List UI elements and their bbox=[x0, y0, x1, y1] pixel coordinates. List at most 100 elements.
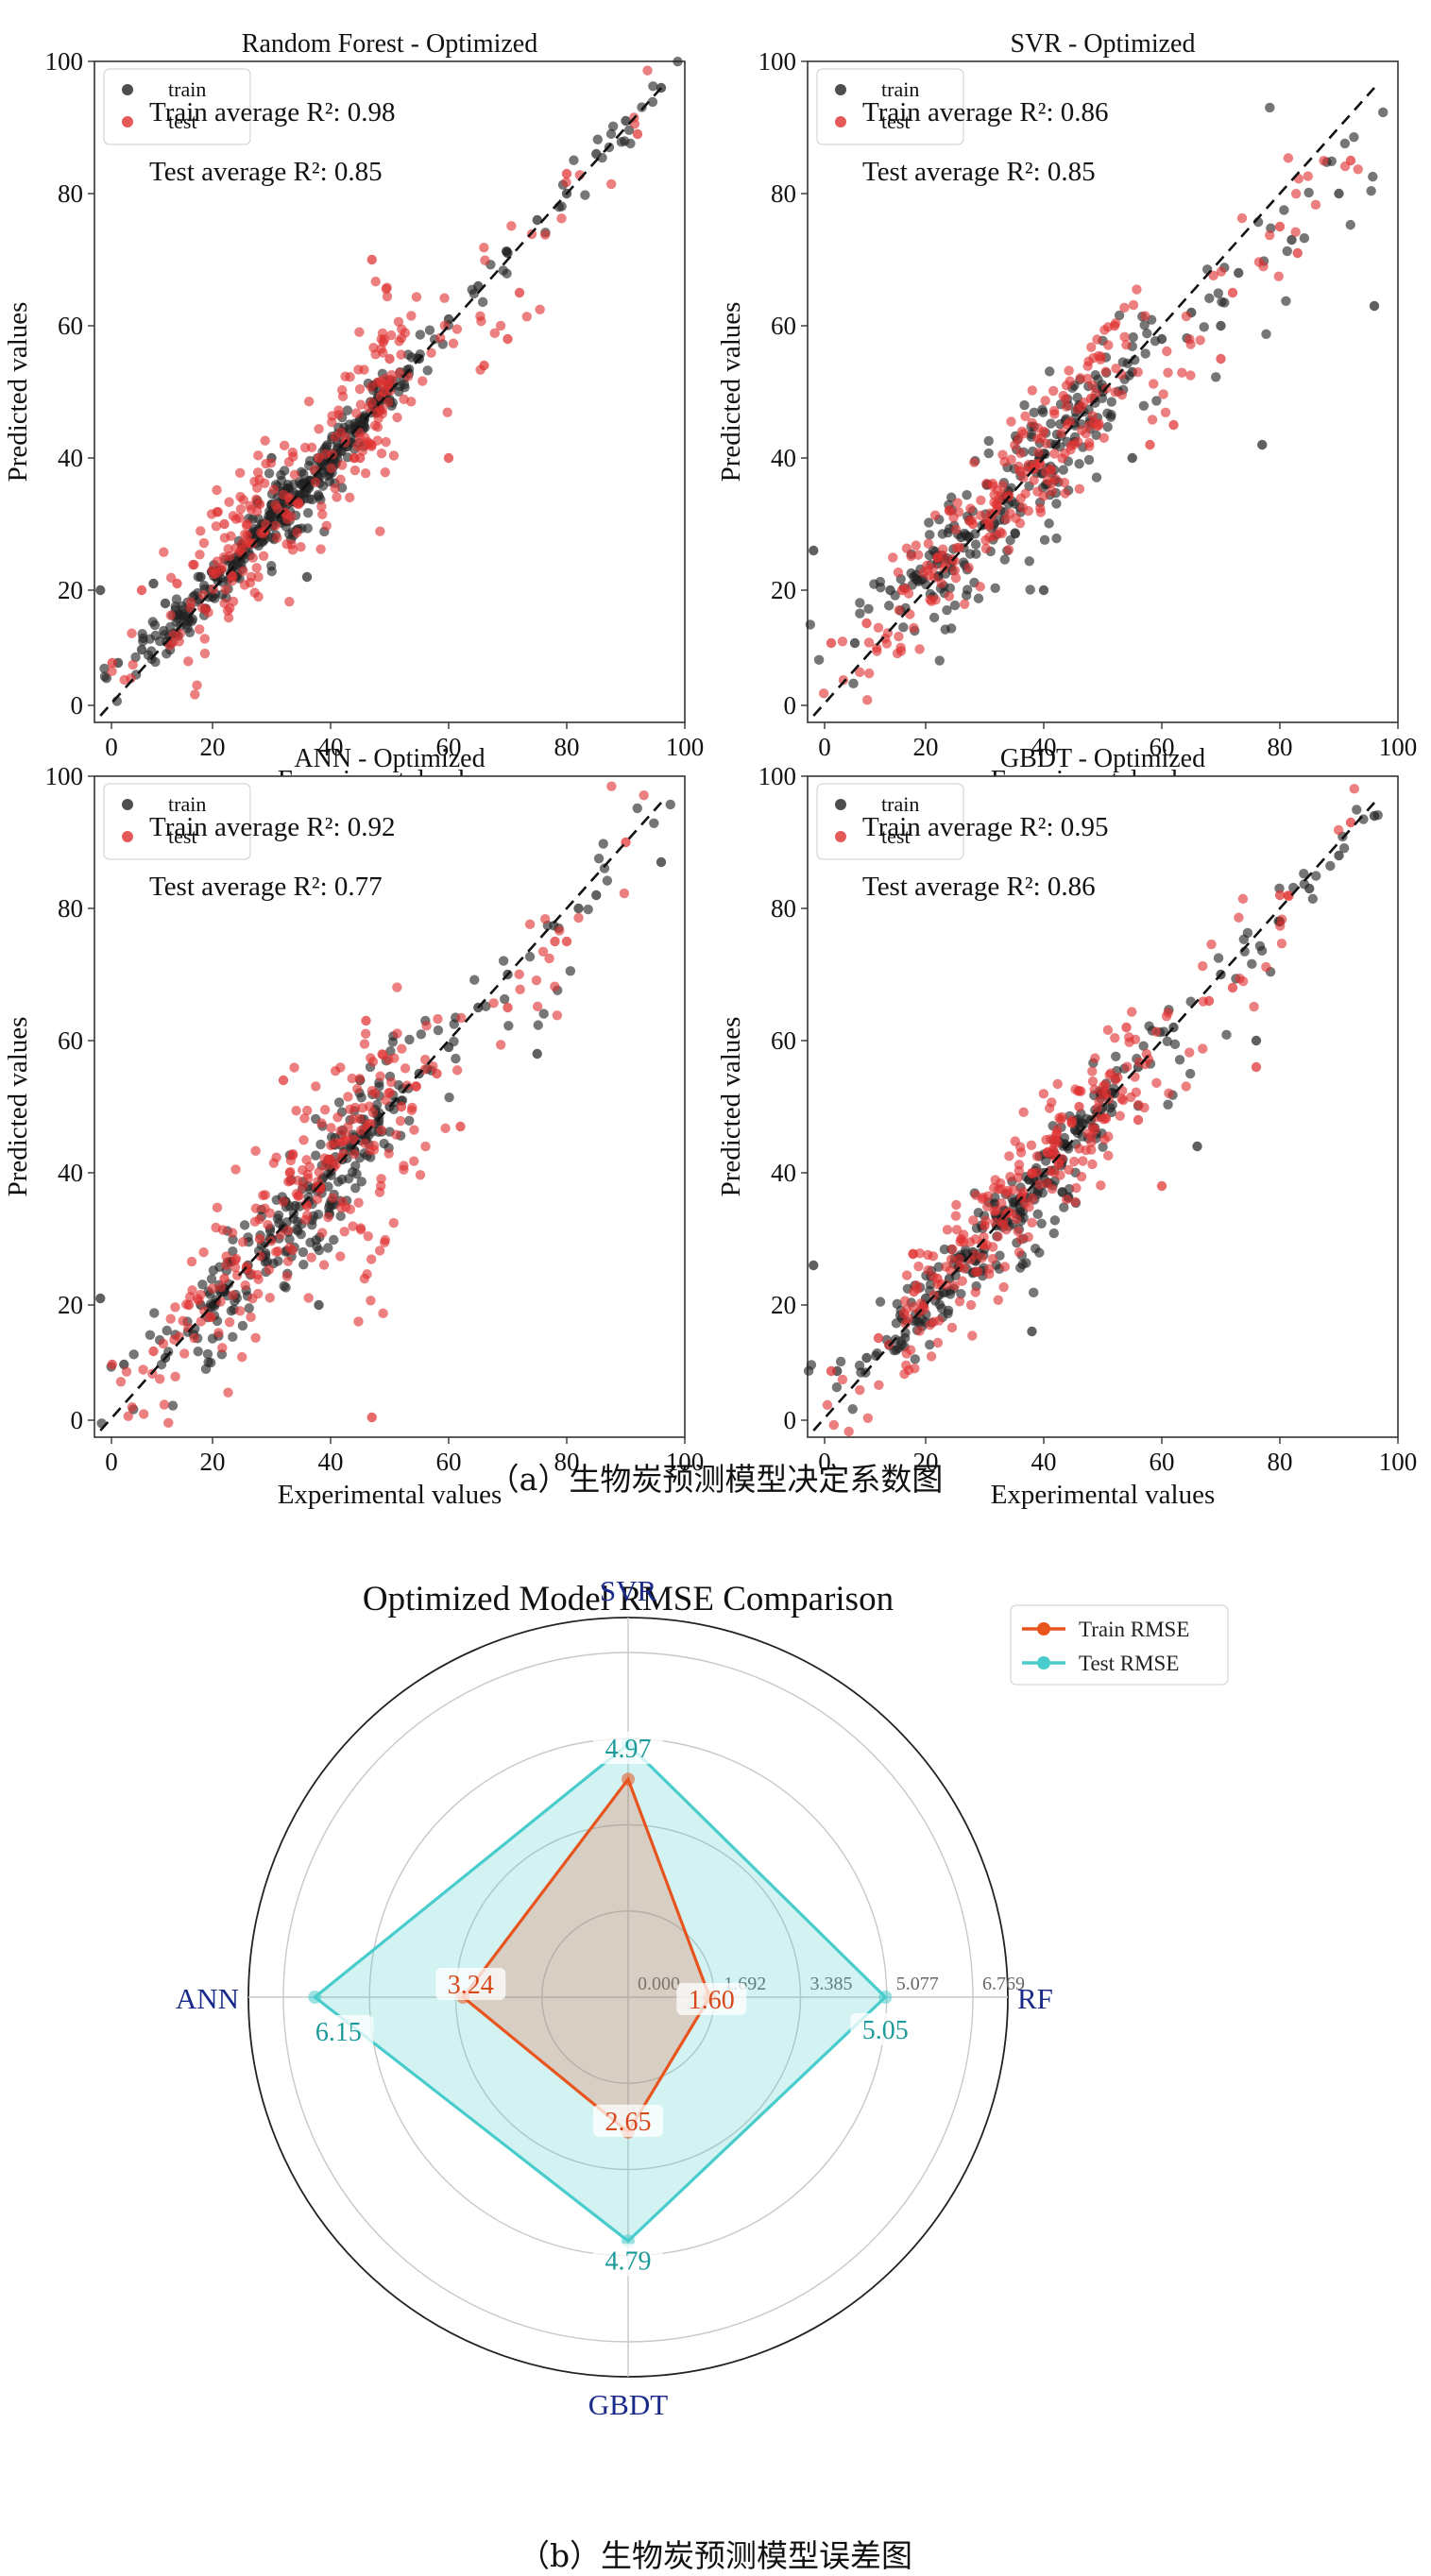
test-point bbox=[954, 542, 965, 552]
test-point bbox=[298, 1135, 309, 1145]
test-point bbox=[979, 1231, 989, 1243]
y-tick-label: 20 bbox=[771, 1291, 796, 1319]
test-point bbox=[818, 688, 829, 699]
test-point bbox=[1099, 1112, 1111, 1123]
test-point bbox=[1032, 433, 1043, 444]
test-point bbox=[178, 1315, 188, 1327]
legend: train test bbox=[816, 783, 964, 860]
figure-a-caption: （a）生物炭预测模型决定系数图 bbox=[487, 1461, 944, 1498]
scatter-panel-1: Random Forest - Optimized 0 20 40 60 80 100 0 20… bbox=[3, 29, 704, 795]
test-point bbox=[336, 384, 348, 396]
x-tick-label: 0 bbox=[818, 1448, 831, 1476]
test-point bbox=[251, 563, 262, 573]
test-point bbox=[1038, 491, 1049, 501]
test-point bbox=[234, 467, 246, 479]
y-tick-label: 20 bbox=[58, 576, 83, 604]
test-point bbox=[1133, 366, 1143, 378]
test-point bbox=[1096, 1180, 1106, 1191]
test-point bbox=[1076, 1171, 1087, 1182]
train-point bbox=[1247, 958, 1257, 970]
test-point bbox=[863, 637, 875, 648]
test-point bbox=[298, 1181, 308, 1192]
train-point bbox=[1163, 1099, 1173, 1110]
identity-line bbox=[812, 802, 1375, 1432]
train-point bbox=[327, 1200, 337, 1211]
train-point bbox=[1311, 871, 1321, 881]
test-point bbox=[278, 1196, 289, 1207]
test-point bbox=[912, 550, 924, 560]
x-tick-label: 80 bbox=[554, 1448, 580, 1476]
y-tick-label: 80 bbox=[58, 179, 83, 208]
x-tick-label: 20 bbox=[200, 1448, 226, 1476]
test-point bbox=[1023, 1231, 1033, 1243]
train-point bbox=[1139, 320, 1150, 330]
y-axis-label: Predicted values bbox=[3, 302, 33, 483]
test-point bbox=[1061, 401, 1072, 412]
test-point bbox=[366, 254, 377, 265]
test-point bbox=[996, 1178, 1006, 1189]
test-point bbox=[1333, 824, 1344, 836]
train-point bbox=[943, 1305, 954, 1316]
test-point bbox=[954, 1296, 965, 1307]
train-point bbox=[1282, 246, 1292, 257]
test-point bbox=[254, 1233, 265, 1245]
test-point bbox=[355, 1126, 366, 1136]
test-point bbox=[417, 376, 428, 386]
test-point bbox=[312, 1194, 323, 1205]
train-point bbox=[1025, 585, 1035, 595]
test-point bbox=[550, 936, 560, 947]
test-point bbox=[1060, 488, 1070, 499]
train-point bbox=[406, 352, 417, 363]
test-point bbox=[316, 1118, 327, 1128]
test-point bbox=[904, 1364, 914, 1376]
test-point bbox=[1140, 311, 1150, 321]
test-point bbox=[905, 1345, 916, 1355]
test-point bbox=[532, 1001, 543, 1012]
train-point bbox=[1048, 1228, 1059, 1239]
test-point bbox=[960, 599, 970, 609]
train-point bbox=[499, 993, 510, 1005]
test-point bbox=[376, 1180, 386, 1192]
test-point bbox=[515, 984, 525, 995]
test-point bbox=[189, 559, 199, 570]
test-point bbox=[253, 1274, 264, 1285]
train-point bbox=[228, 1331, 238, 1343]
train-point bbox=[565, 966, 576, 976]
test-point bbox=[227, 576, 237, 586]
test-point bbox=[1177, 367, 1187, 378]
train-point bbox=[95, 1293, 106, 1304]
train-point bbox=[149, 619, 161, 631]
test-point bbox=[317, 1228, 328, 1238]
test-point bbox=[237, 537, 248, 548]
test-point bbox=[1057, 453, 1067, 464]
test-point bbox=[432, 1068, 442, 1079]
test-point bbox=[1087, 1122, 1099, 1132]
test-point bbox=[392, 1028, 402, 1039]
test-point bbox=[1052, 1078, 1063, 1090]
train-point bbox=[848, 678, 859, 689]
identity-line bbox=[99, 87, 662, 717]
test-point bbox=[1013, 1172, 1024, 1183]
train-point bbox=[136, 644, 147, 655]
train-point bbox=[602, 875, 613, 886]
test-point bbox=[1049, 449, 1060, 459]
test-point bbox=[148, 1346, 159, 1357]
test-point bbox=[605, 178, 617, 190]
test-point bbox=[242, 530, 252, 540]
test-point bbox=[993, 1295, 1003, 1305]
test-point bbox=[249, 1216, 261, 1228]
train-point bbox=[1217, 297, 1227, 307]
test-point bbox=[489, 328, 500, 339]
test-point bbox=[364, 402, 374, 413]
test-point bbox=[1005, 1171, 1015, 1182]
test-point bbox=[1227, 982, 1238, 993]
test-point bbox=[514, 969, 524, 980]
test-point bbox=[1119, 302, 1130, 314]
train-point bbox=[207, 1333, 218, 1344]
value-label-bg bbox=[593, 1732, 663, 1765]
test-point bbox=[370, 276, 381, 287]
test-point bbox=[923, 538, 934, 549]
test-point bbox=[225, 551, 235, 562]
test-point bbox=[326, 1123, 336, 1133]
y-tick-label: 60 bbox=[58, 1026, 83, 1055]
